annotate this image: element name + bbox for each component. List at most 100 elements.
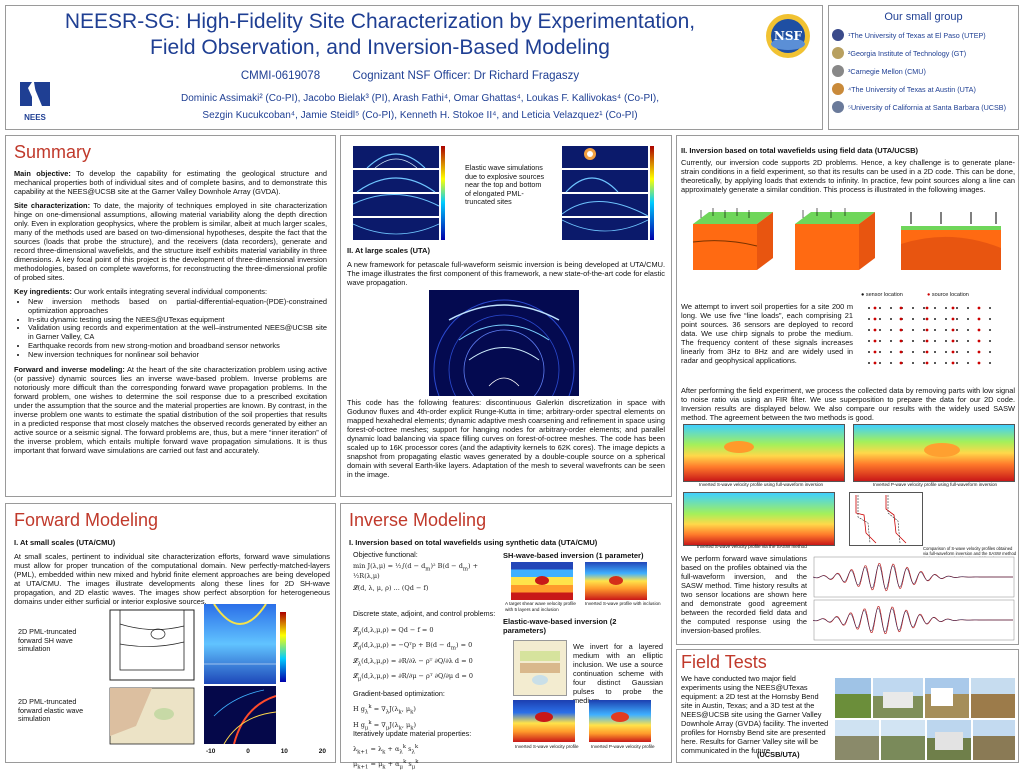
sensor-marker <box>934 340 936 342</box>
key-ingredients-text: Our work entails integrating several ind… <box>71 287 268 296</box>
poster-title-line1: NEESR-SG: High-Fidelity Site Characteriz… <box>64 10 696 33</box>
main-objective-text: To develop the capability for estimating… <box>14 169 327 196</box>
group-item-label: ³Carnegie Mellon (CMU) <box>848 66 926 76</box>
sensor-legend-label: sensor location <box>865 292 903 298</box>
axis-tick-label: -10 <box>206 748 216 755</box>
gradient-label: Gradient-based optimization: <box>353 689 445 698</box>
sensor-marker <box>934 307 936 309</box>
sensor-marker <box>934 351 936 353</box>
source-marker <box>899 306 903 310</box>
sensor-marker <box>967 318 969 320</box>
simulation-strips-right <box>556 144 668 244</box>
nees-logo-text: NEES <box>24 113 46 122</box>
source-marker <box>951 317 955 321</box>
source-marker <box>977 339 981 343</box>
sensor-marker <box>945 362 947 364</box>
forward-modeling-heading: I. At small scales (UTA/CMU) <box>14 538 116 547</box>
strip-r2 <box>562 170 648 193</box>
axis-tick-label: 10 <box>280 748 288 755</box>
block-3 <box>901 212 1001 270</box>
summary-title: Summary <box>14 142 92 162</box>
group-item-label: ²Georgia Institute of Technology (GT) <box>848 48 967 58</box>
inverse-modeling-panel: Inverse Modeling I. Inversion based on t… <box>340 503 672 771</box>
uta-icon <box>832 83 844 95</box>
authors-line2: Sezgin Kucukcoban⁴, Jamie Steidl⁵ (Co-PI… <box>202 110 638 121</box>
sensor-marker <box>912 318 914 320</box>
field-photo-7 <box>927 720 971 760</box>
group-item-label: ¹The University of Texas at El Paso (UTE… <box>848 30 986 40</box>
sensor-marker <box>945 329 947 331</box>
strip-r4 <box>561 218 649 240</box>
field-photo-5 <box>835 720 879 760</box>
source-marker <box>951 306 955 310</box>
nsf-officer: Cognizant NSF Officer: Dr Richard Fragas… <box>352 70 580 82</box>
sensor-marker <box>912 362 914 364</box>
sh-target-caption: A target shear wave velocity profile wit… <box>505 601 576 612</box>
field-inversion-intro: Currently, our inversion code supports 2… <box>681 158 1015 194</box>
large-scale-caption: Elastic wave simulations due to explosiv… <box>465 163 545 207</box>
sensor-marker <box>890 340 892 342</box>
nees-logo-icon <box>20 82 50 106</box>
gradient-equations: H gλk = ∇λJ(λk, μk) H gμk = ∇μJ(λk, μk) <box>353 704 417 732</box>
field-photo-3 <box>925 678 969 718</box>
group-title: Our small group <box>884 11 963 23</box>
main-objective-paragraph: Main objective: To develop the capabilit… <box>14 169 327 196</box>
forward-inverse-text: At the heart of the site characterizatio… <box>14 364 328 455</box>
poster-title: NEESR-SG: High-Fidelity Site Characteriz… <box>10 9 750 61</box>
sensor-marker <box>923 362 925 364</box>
sensor-marker <box>989 329 991 331</box>
sh-inversion-title: SH-wave-based inversion (1 parameter) <box>503 551 644 560</box>
sensor-marker <box>956 340 958 342</box>
sensor-marker <box>934 329 936 331</box>
sensor-marker <box>956 318 958 320</box>
source-marker <box>977 306 981 310</box>
group-panel: Our small group ¹The University of Texas… <box>828 5 1019 130</box>
elastic-wave-field <box>204 686 276 744</box>
sensor-marker <box>967 307 969 309</box>
source-marker <box>977 328 981 332</box>
state-adjoint-label: Discrete state, adjoint, and control pro… <box>353 609 496 618</box>
sensor-marker <box>890 351 892 353</box>
sh-simulation-label: 2D PML-truncated forward SH wave simulat… <box>18 627 77 654</box>
large-scale-intro: A new framework for petascale full-wavef… <box>347 260 665 287</box>
sensor-marker <box>923 340 925 342</box>
large-scale-panel: Elastic wave simulations due to explosiv… <box>340 135 672 497</box>
summary-panel: Summary Main objective: To develop the c… <box>5 135 336 497</box>
authors-line1: Dominic Assimaki² (Co-PI), Jacobo Bielak… <box>180 93 660 104</box>
field-inversion-panel: II. Inversion based on total wavefields … <box>676 135 1019 645</box>
source-marker <box>925 328 929 332</box>
sensor-marker <box>945 318 947 320</box>
utep-icon <box>832 29 844 41</box>
elastic-inverted-p-profile <box>589 700 651 742</box>
sensor-marker <box>868 362 870 364</box>
source-marker <box>873 328 877 332</box>
sensor-marker <box>912 307 914 309</box>
elastic-inversion-text: We invert for a layered medium with an e… <box>573 642 663 705</box>
inverted-s-map <box>683 424 845 482</box>
elastic-schematic <box>106 686 198 748</box>
strip-r1 <box>562 146 648 168</box>
sensor-marker <box>956 329 958 331</box>
sensor-marker <box>956 351 958 353</box>
group-item-label: ⁴The University of Texas at Austin (UTA) <box>848 84 976 94</box>
group-item: ⁵University of California at Santa Barba… <box>832 101 1016 113</box>
elastic-simulation-label: 2D PML-truncated forward elastic wave si… <box>18 697 84 724</box>
key-ingredient-item: Validation using records and experimenta… <box>28 324 327 342</box>
header-panel <box>5 5 823 130</box>
field-inversion-heading: II. Inversion based on total wavefields … <box>681 146 918 155</box>
source-marker <box>925 317 929 321</box>
source-marker <box>925 339 929 343</box>
key-ingredients-list: New inversion methods based on partial-d… <box>14 297 327 360</box>
sensor-marker <box>868 318 870 320</box>
sensor-marker <box>923 318 925 320</box>
axis-tick-label: 0 <box>246 748 250 755</box>
key-ingredients-label: Key ingredients: <box>14 287 72 296</box>
sensor-marker <box>967 351 969 353</box>
time-history-plots <box>813 556 1015 642</box>
field-photo-8 <box>973 720 1015 760</box>
source-marker <box>951 350 955 354</box>
inverted-s-caption: Inverted S-wave velocity profile using f… <box>699 482 824 487</box>
field-tests-title: Field Tests <box>681 652 767 672</box>
gt-icon <box>832 47 844 59</box>
line-load-blocks <box>691 208 1009 278</box>
